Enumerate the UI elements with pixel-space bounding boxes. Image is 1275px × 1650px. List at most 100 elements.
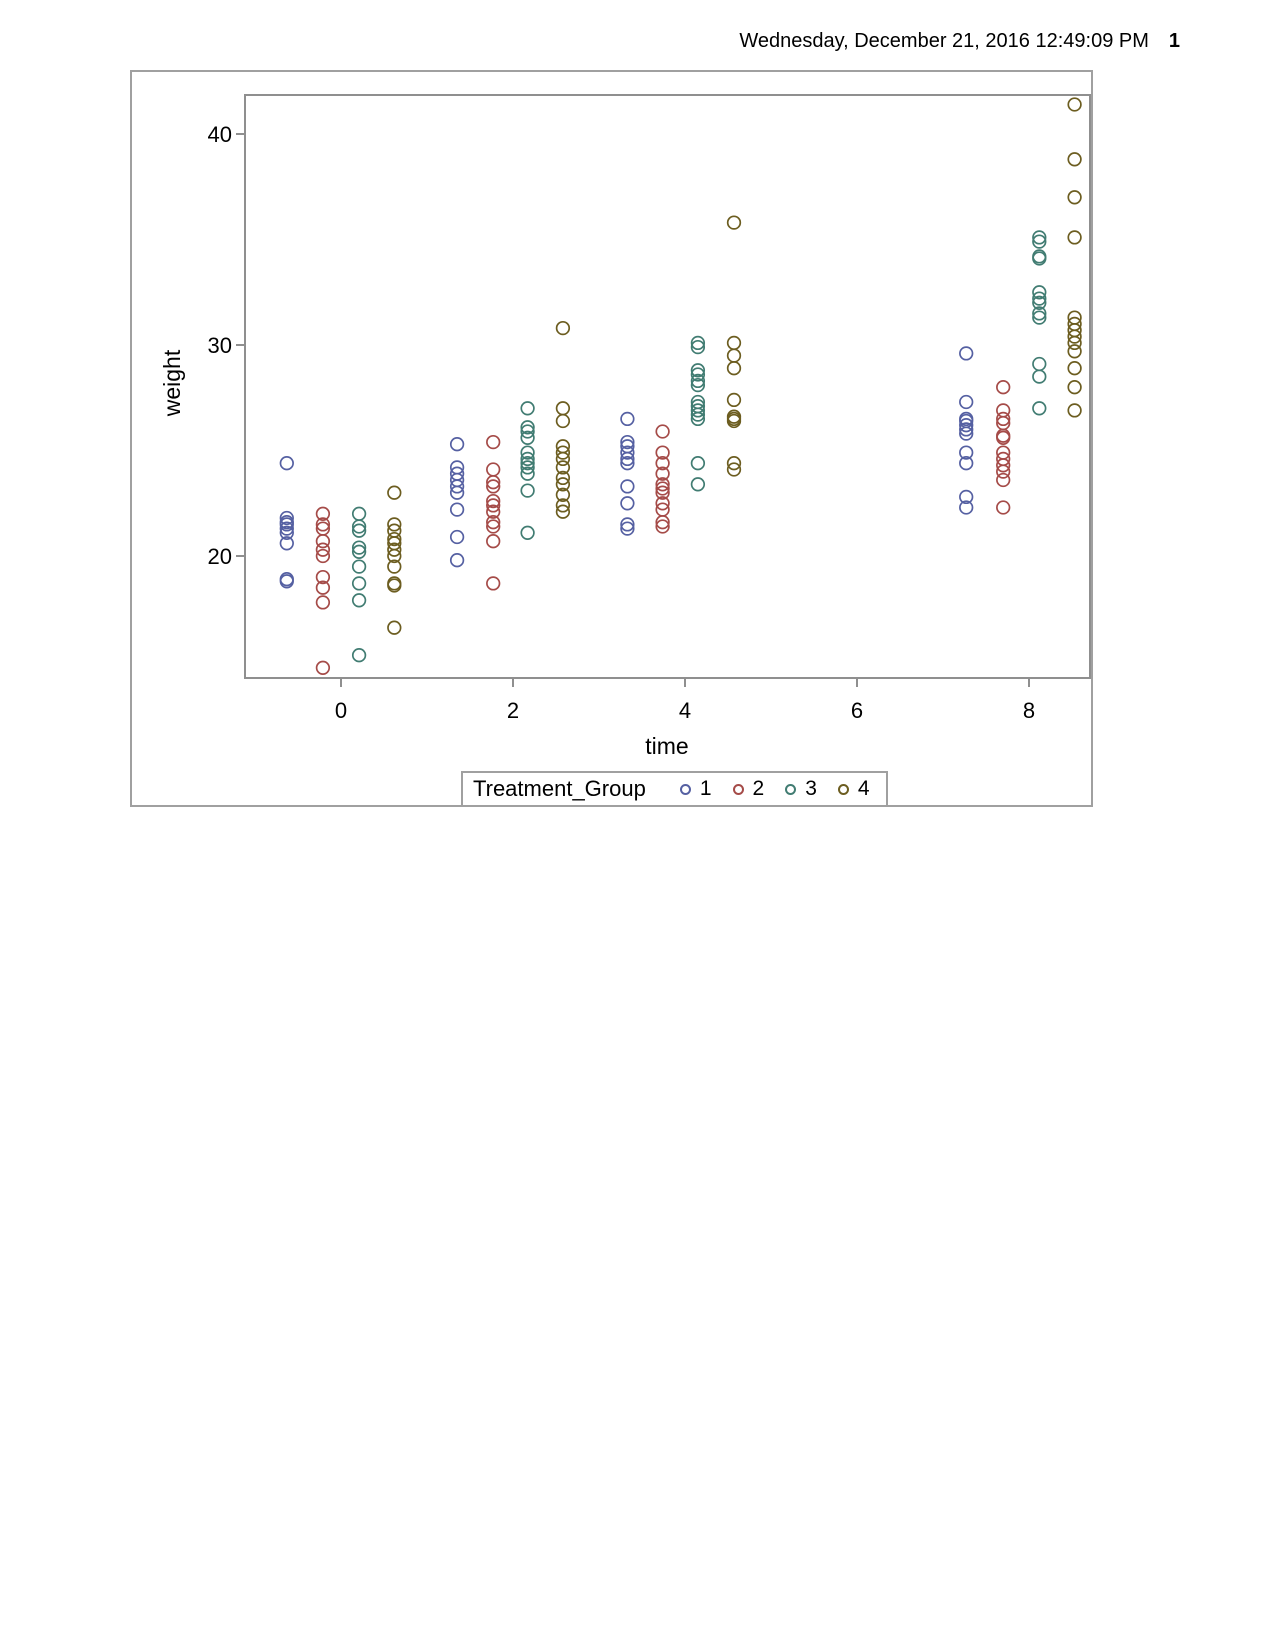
scatter-point-group-1 bbox=[279, 574, 294, 589]
scatter-point-group-2 bbox=[655, 515, 670, 530]
scatter-point-group-1 bbox=[620, 434, 635, 450]
scatter-point-group-3 bbox=[1032, 310, 1047, 325]
scatter-point-group-4 bbox=[1067, 152, 1082, 167]
scatter-points bbox=[279, 97, 1082, 675]
scatter-point-group-3 bbox=[1032, 356, 1047, 372]
scatter-point-group-3 bbox=[1032, 234, 1047, 249]
scatter-point-group-4 bbox=[726, 413, 742, 429]
scatter-point-group-2 bbox=[315, 548, 331, 564]
scatter-point-group-3 bbox=[520, 445, 535, 460]
scatter-point-group-2 bbox=[486, 504, 501, 519]
x-tick-label: 0 bbox=[335, 698, 347, 723]
scatter-point-group-4 bbox=[387, 517, 402, 532]
y-tick-label: 40 bbox=[208, 122, 232, 147]
scatter-point-group-3 bbox=[520, 451, 535, 467]
scatter-point-group-1 bbox=[620, 496, 635, 511]
scatter-point-group-3 bbox=[690, 407, 706, 422]
plot-frame bbox=[244, 94, 1091, 679]
scatter-point-group-4 bbox=[726, 361, 742, 376]
scatter-point-group-1 bbox=[959, 346, 974, 361]
scatter-point-group-4 bbox=[1067, 344, 1082, 359]
scatter-point-group-2 bbox=[996, 500, 1011, 515]
legend-label: 2 bbox=[752, 777, 765, 800]
scatter-point-group-4 bbox=[1067, 403, 1082, 418]
scatter-point-group-2 bbox=[486, 462, 501, 477]
scatter-point-group-4 bbox=[726, 215, 742, 230]
scatter-point-group-2 bbox=[655, 477, 670, 492]
scatter-point-group-4 bbox=[1067, 97, 1082, 112]
y-tick-label: 30 bbox=[208, 333, 232, 358]
scatter-point-group-1 bbox=[959, 418, 974, 433]
scatter-point-group-3 bbox=[351, 540, 367, 555]
y-tick-label: 20 bbox=[208, 544, 232, 569]
x-tick-label: 2 bbox=[507, 698, 519, 723]
scatter-point-group-3 bbox=[690, 377, 706, 393]
scatter-point-group-1 bbox=[959, 456, 974, 471]
scatter-point-group-4 bbox=[726, 335, 742, 351]
scatter-point-group-1 bbox=[620, 456, 635, 471]
scatter-point-group-3 bbox=[351, 593, 367, 608]
scatter-point-group-1 bbox=[620, 521, 635, 536]
scatter-point-group-3 bbox=[690, 363, 706, 378]
scatter-point-group-3 bbox=[351, 544, 367, 559]
scatter-point-group-1 bbox=[959, 500, 974, 515]
scatter-point-group-4 bbox=[726, 462, 742, 477]
legend-label: 1 bbox=[699, 777, 712, 800]
scatter-point-group-4 bbox=[555, 470, 571, 486]
scatter-point-group-1 bbox=[279, 536, 294, 551]
scatter-point-group-3 bbox=[1032, 285, 1047, 300]
scatter-point-group-4 bbox=[726, 392, 742, 408]
graph-outer-border bbox=[130, 70, 1093, 807]
header-datetime: Wednesday, December 21, 2016 12:49:09 PM bbox=[739, 30, 1149, 52]
scatter-point-group-1 bbox=[279, 521, 294, 536]
scatter-point-group-1 bbox=[959, 489, 974, 505]
scatter-point-group-2 bbox=[315, 660, 331, 675]
scatter-point-group-3 bbox=[1032, 295, 1047, 310]
scatter-point-group-3 bbox=[351, 523, 367, 538]
scatter-point-group-3 bbox=[690, 456, 706, 471]
scatter-point-group-4 bbox=[1067, 230, 1082, 245]
scatter-point-group-3 bbox=[520, 460, 535, 475]
scatter-point-group-3 bbox=[520, 430, 535, 445]
scatter-point-group-3 bbox=[690, 367, 706, 382]
scatter-point-group-3 bbox=[520, 466, 535, 481]
scatter-point-group-2 bbox=[486, 534, 501, 549]
scatter-point-group-1 bbox=[279, 510, 294, 526]
scatter-point-group-3 bbox=[520, 483, 535, 498]
scatter-point-group-4 bbox=[387, 531, 402, 547]
scatter-point-group-1 bbox=[620, 411, 635, 427]
scatter-point-group-2 bbox=[655, 445, 670, 460]
scatter-point-group-2 bbox=[486, 498, 501, 513]
scatter-point-group-1 bbox=[279, 525, 294, 540]
scatter-point-group-1 bbox=[449, 529, 465, 545]
scatter-point-group-2 bbox=[486, 519, 501, 534]
scatter-point-group-2 bbox=[655, 424, 670, 439]
scatter-point-group-4 bbox=[555, 445, 571, 460]
scatter-point-group-1 bbox=[620, 517, 635, 532]
scatter-point-group-3 bbox=[1032, 369, 1047, 384]
header-page-number: 1 bbox=[1168, 30, 1180, 52]
legend-item-2: 2 bbox=[732, 777, 765, 801]
scatter-point-group-2 bbox=[655, 496, 670, 511]
legend-label: 4 bbox=[857, 777, 870, 800]
scatter-point-group-2 bbox=[655, 519, 670, 534]
scatter-point-group-3 bbox=[520, 420, 535, 435]
scatter-point-group-1 bbox=[620, 451, 635, 467]
scatter-point-group-1 bbox=[449, 437, 465, 452]
scatter-point-group-4 bbox=[387, 620, 402, 635]
scatter-point-group-2 bbox=[996, 380, 1011, 395]
scatter-point-group-4 bbox=[387, 548, 402, 564]
scatter-point-group-1 bbox=[449, 553, 465, 568]
scatter-point-group-1 bbox=[959, 422, 974, 437]
scatter-point-group-1 bbox=[279, 517, 294, 532]
scatter-point-group-3 bbox=[690, 339, 706, 355]
legend-item-4: 4 bbox=[837, 777, 870, 801]
legend-marker-circle-icon bbox=[732, 783, 744, 795]
scatter-point-group-3 bbox=[351, 648, 367, 663]
scatter-point-group-4 bbox=[555, 320, 571, 336]
scatter-point-group-2 bbox=[315, 534, 331, 549]
scatter-point-group-3 bbox=[1032, 230, 1047, 245]
legend-label: 3 bbox=[805, 777, 817, 800]
scatter-point-group-3 bbox=[520, 401, 535, 416]
x-tick-label: 4 bbox=[679, 698, 691, 723]
